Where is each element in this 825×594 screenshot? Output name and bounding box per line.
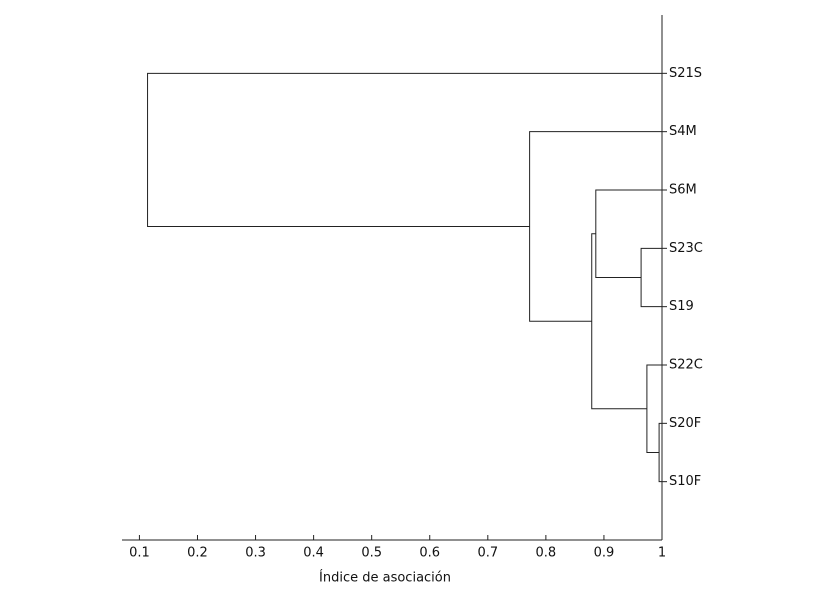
leaf-label: S6M <box>669 183 697 198</box>
x-tick-label: 0.6 <box>419 546 440 561</box>
leaf-label: S23C <box>669 241 703 256</box>
x-axis-label: Índice de asociación <box>319 570 451 586</box>
x-tick-label: 0.2 <box>187 546 208 561</box>
leaf-label: S22C <box>669 358 703 373</box>
leaf-label: S10F <box>669 474 701 489</box>
dendrogram-link <box>658 422 662 483</box>
dendrogram-link <box>646 364 662 453</box>
dendrogram-link <box>147 72 662 227</box>
x-tick-label: 0.4 <box>303 546 324 561</box>
dendrogram-link <box>595 189 662 278</box>
x-tick-label: 0.9 <box>594 546 615 561</box>
leaf-label: S4M <box>669 124 697 139</box>
leaf-label: S19 <box>669 299 694 314</box>
x-tick-label: 1 <box>658 546 666 561</box>
x-tick-label: 0.8 <box>536 546 557 561</box>
x-tick-label: 0.1 <box>129 546 150 561</box>
leaf-label: S20F <box>669 416 701 431</box>
dendrogram-link <box>640 247 662 308</box>
x-tick-label: 0.7 <box>477 546 498 561</box>
dendrogram-link <box>591 233 647 410</box>
leaf-label: S21S <box>669 66 702 81</box>
x-tick-label: 0.5 <box>361 546 382 561</box>
dendrogram-link <box>529 131 662 322</box>
x-tick-label: 0.3 <box>245 546 266 561</box>
